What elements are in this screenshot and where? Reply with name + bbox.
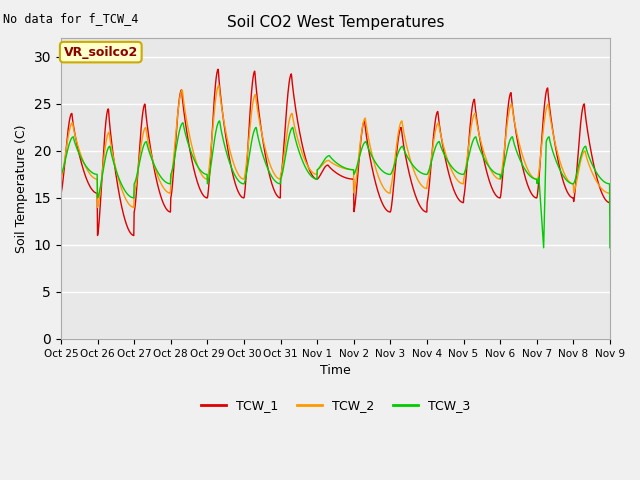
TCW_2	[312, 171, 319, 177]
TCW_3	[291, 132, 298, 137]
TCW_1	[122, 219, 129, 225]
Title: Soil CO2 West Temperatures: Soil CO2 West Temperatures	[227, 15, 444, 30]
TCW_3	[122, 189, 129, 195]
TCW_1	[57, 191, 65, 196]
TCW_3	[100, 166, 108, 172]
TCW_2	[57, 176, 65, 182]
TCW_3	[370, 156, 378, 162]
TCW_1	[606, 204, 614, 210]
TCW_2	[606, 191, 614, 196]
TCW_2	[291, 124, 298, 130]
Line: TCW_1: TCW_1	[61, 69, 610, 236]
TCW_1	[130, 233, 138, 239]
X-axis label: Time: Time	[320, 364, 351, 377]
TCW_1	[100, 151, 108, 156]
Line: TCW_3: TCW_3	[61, 121, 610, 248]
TCW_3	[540, 245, 547, 251]
TCW_1	[302, 157, 310, 163]
TCW_1	[214, 66, 222, 72]
TCW_3	[57, 171, 65, 177]
Y-axis label: Soil Temperature (C): Soil Temperature (C)	[15, 124, 28, 253]
TCW_2	[370, 159, 378, 165]
Text: No data for f_TCW_4: No data for f_TCW_4	[3, 12, 139, 25]
Text: VR_soilco2: VR_soilco2	[63, 46, 138, 59]
TCW_2	[130, 204, 138, 210]
TCW_2	[100, 159, 108, 165]
TCW_1	[312, 176, 319, 182]
TCW_3	[301, 165, 309, 170]
TCW_2	[302, 159, 310, 165]
TCW_3	[216, 118, 223, 124]
TCW_1	[291, 98, 298, 104]
TCW_1	[370, 174, 378, 180]
TCW_2	[215, 83, 223, 88]
Line: TCW_2: TCW_2	[61, 85, 610, 207]
Legend: TCW_1, TCW_2, TCW_3: TCW_1, TCW_2, TCW_3	[196, 394, 475, 417]
TCW_3	[606, 245, 614, 251]
TCW_2	[122, 196, 129, 202]
TCW_3	[312, 176, 319, 182]
